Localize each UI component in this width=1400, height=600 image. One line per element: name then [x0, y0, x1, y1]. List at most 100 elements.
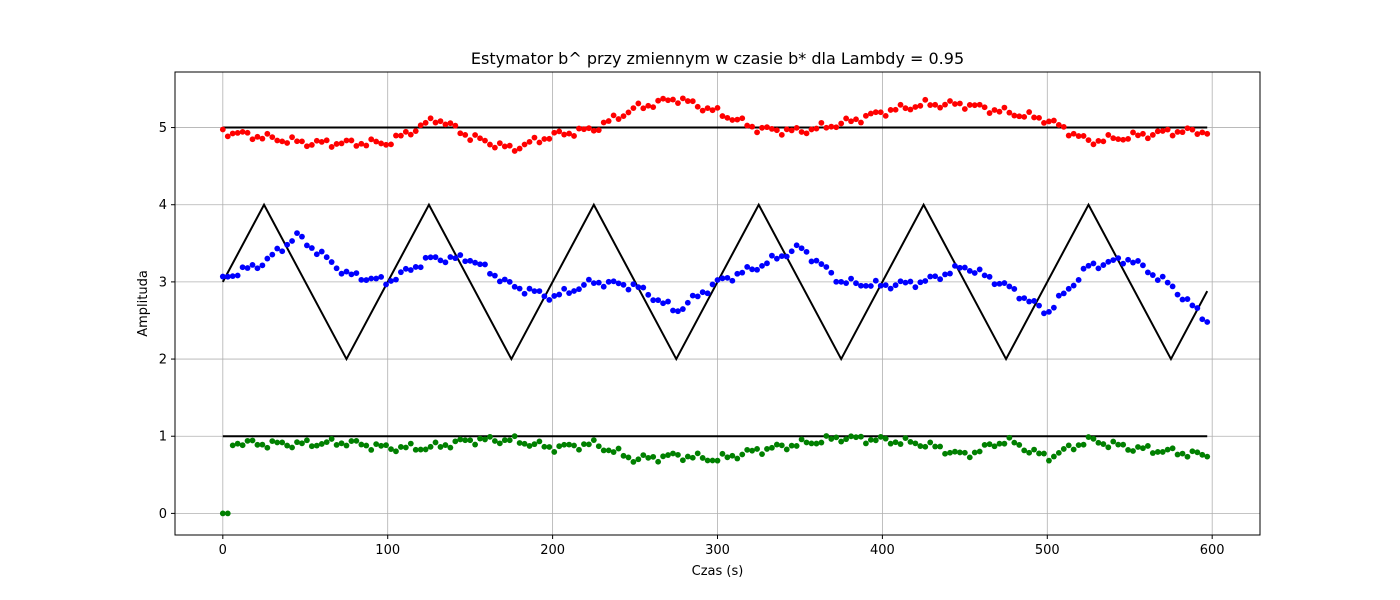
estimate-point [620, 452, 627, 459]
estimate-point [665, 452, 671, 458]
estimate-point [1110, 257, 1117, 263]
estimate-point [1130, 448, 1136, 454]
estimate-point [922, 96, 929, 103]
estimate-point [1169, 445, 1176, 452]
estimate-point [333, 141, 340, 147]
estimate-point [1006, 109, 1013, 116]
estimate-point [645, 102, 652, 109]
estimate-point [388, 446, 394, 453]
estimate-point [348, 438, 355, 444]
estimate-point [487, 433, 493, 440]
estimate-point [576, 446, 582, 453]
estimate-point [437, 118, 444, 125]
estimate-point [714, 457, 721, 464]
estimate-point [491, 144, 498, 151]
estimate-point [630, 105, 637, 111]
estimate-point [417, 446, 424, 453]
estimate-point [472, 441, 479, 448]
estimate-point [670, 96, 676, 103]
estimate-point [224, 133, 231, 140]
estimate-point [694, 293, 701, 300]
estimate-point [882, 282, 889, 288]
estimate-point [927, 102, 934, 108]
estimate-point [447, 254, 454, 260]
x-tick-label: 100 [375, 543, 400, 558]
estimate-point [402, 444, 409, 451]
estimate-point [239, 442, 246, 449]
estimate-point [279, 439, 286, 446]
estimate-point [818, 261, 825, 267]
y-tick-label: 5 [159, 121, 167, 136]
estimate-point [932, 443, 939, 450]
estimate-point [576, 125, 582, 132]
estimate-point [625, 286, 632, 293]
estimate-point [882, 112, 889, 119]
estimate-point [863, 440, 869, 447]
estimate-point [516, 145, 523, 152]
estimate-point [1021, 295, 1028, 301]
estimate-point [655, 97, 662, 104]
estimate-point [229, 442, 236, 449]
estimate-point [823, 433, 830, 439]
estimate-point [635, 456, 642, 463]
estimate-point [279, 138, 286, 145]
estimate-point [917, 102, 924, 109]
estimate-point [867, 436, 874, 443]
estimate-point [1204, 453, 1211, 460]
estimate-point [679, 306, 686, 312]
estimate-point [937, 104, 944, 111]
estimate-point [249, 261, 256, 268]
estimate-point [719, 450, 726, 457]
estimate-point [457, 252, 464, 258]
estimate-point [452, 438, 459, 445]
estimate-point [1055, 449, 1062, 456]
estimate-point [1164, 279, 1171, 286]
estimate-point [610, 112, 617, 119]
y-tick-label: 2 [159, 353, 167, 368]
estimate-point [546, 297, 553, 303]
estimate-point [828, 123, 835, 130]
estimate-point [412, 264, 419, 270]
estimate-point [991, 443, 998, 450]
estimate-point [1174, 451, 1181, 458]
estimate-point [625, 109, 632, 116]
estimate-point [892, 282, 899, 289]
estimate-point [1135, 444, 1141, 450]
estimate-point [714, 104, 721, 111]
estimate-point [956, 100, 963, 107]
estimate-point [927, 273, 934, 280]
estimate-point [1115, 441, 1122, 448]
estimate-point [783, 126, 790, 133]
estimate-point [976, 448, 983, 455]
estimate-point [971, 102, 978, 109]
estimate-point [412, 446, 419, 453]
estimate-point [1204, 130, 1211, 137]
estimate-point [1021, 447, 1028, 454]
estimate-point [754, 266, 760, 273]
estimate-point [729, 277, 736, 284]
estimate-point [655, 297, 662, 304]
estimate-point [388, 278, 394, 284]
estimate-point [833, 124, 840, 131]
estimate-point [328, 259, 335, 265]
estimate-point [422, 446, 429, 453]
estimate-point [571, 133, 577, 139]
estimate-point [803, 248, 810, 255]
estimate-point [660, 300, 666, 307]
estimate-point [709, 281, 716, 288]
estimate-point [585, 276, 592, 283]
x-tick-label: 0 [219, 543, 227, 558]
x-tick-label: 300 [705, 543, 730, 558]
estimate-point [1159, 449, 1166, 455]
estimate-point [1125, 447, 1131, 453]
estimate-point [694, 103, 701, 110]
estimate-point [620, 281, 627, 288]
estimate-point [442, 442, 449, 448]
estimate-point [1011, 286, 1018, 292]
estimate-point [947, 449, 953, 456]
estimate-point [1120, 260, 1127, 267]
estimate-point [348, 271, 355, 278]
estimate-point [1041, 119, 1047, 126]
estimate-point [1140, 130, 1146, 137]
